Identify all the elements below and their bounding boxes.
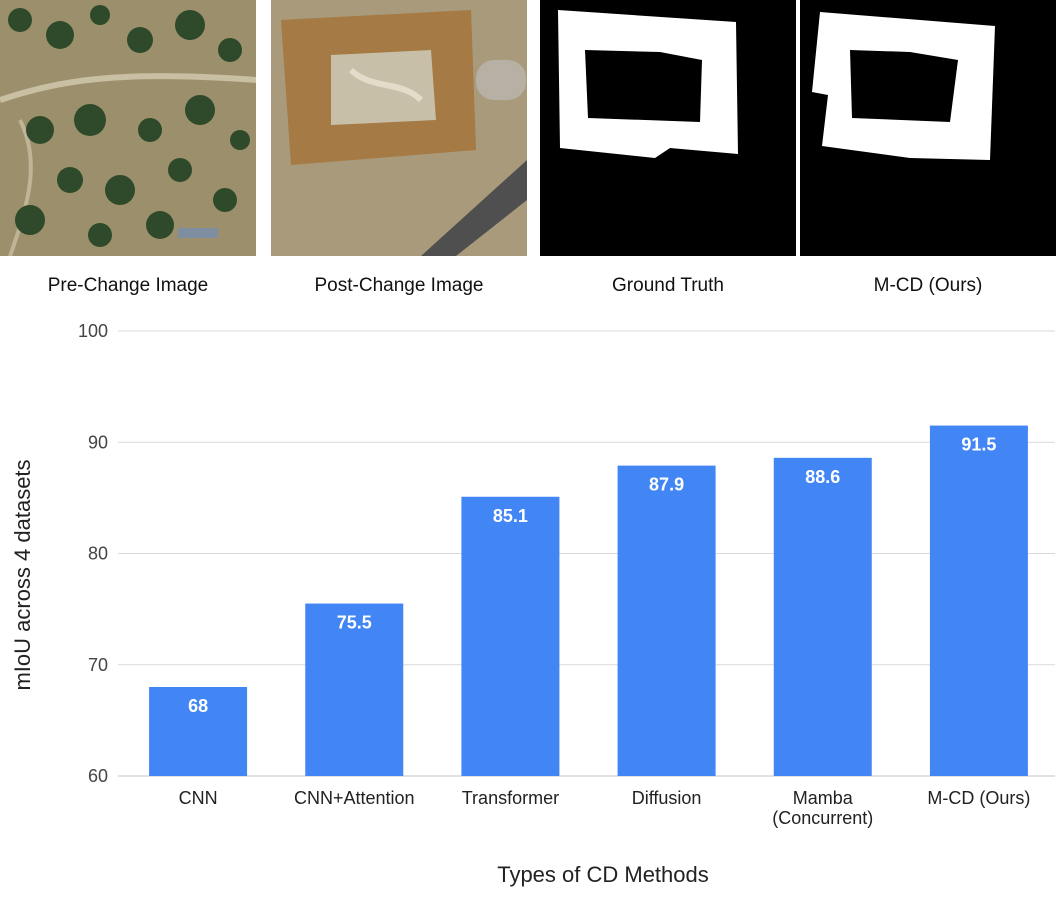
caption-ground-truth: Ground Truth	[612, 275, 724, 296]
bar	[929, 425, 1028, 776]
data-label: 87.9	[649, 475, 684, 495]
x-tick-label: CNN	[179, 788, 218, 808]
post-change-image	[271, 0, 527, 256]
x-tick-label: Mamba	[793, 788, 854, 808]
bar	[617, 465, 716, 776]
y-axis-title: mIoU across 4 datasets	[10, 459, 35, 690]
data-label: 85.1	[493, 506, 528, 526]
prediction-mask	[800, 0, 1056, 256]
caption-pre-change: Pre-Change Image	[47, 275, 209, 296]
data-label: 75.5	[337, 613, 372, 633]
caption-post-change: Post-Change Image	[314, 275, 484, 296]
x-tick-label: Transformer	[462, 788, 559, 808]
bar	[305, 603, 404, 776]
data-label: 68	[188, 696, 208, 716]
data-label: 88.6	[805, 467, 840, 487]
y-tick-label: 70	[88, 655, 108, 675]
x-tick-label: Diffusion	[632, 788, 702, 808]
x-axis-title: Types of CD Methods	[497, 862, 709, 887]
x-tick-label: (Concurrent)	[772, 808, 873, 828]
y-tick-label: 80	[88, 544, 108, 564]
bar-chart: 60 70 80 90 100 68 CNN 75.5 CNN+Attention 85.1 Tra…	[10, 321, 1055, 887]
ground-truth-mask	[540, 0, 796, 256]
x-tick-label: CNN+Attention	[294, 788, 415, 808]
y-tick-label: 90	[88, 432, 108, 452]
bar	[149, 687, 248, 776]
caption-prediction: M-CD (Ours)	[873, 275, 983, 296]
pre-change-image	[0, 0, 256, 256]
y-tick-label: 60	[88, 766, 108, 786]
bar	[773, 457, 872, 776]
y-tick-label: 100	[78, 321, 108, 341]
bar	[461, 496, 560, 776]
data-label: 91.5	[961, 435, 996, 455]
x-tick-label: M-CD (Ours)	[927, 788, 1030, 808]
